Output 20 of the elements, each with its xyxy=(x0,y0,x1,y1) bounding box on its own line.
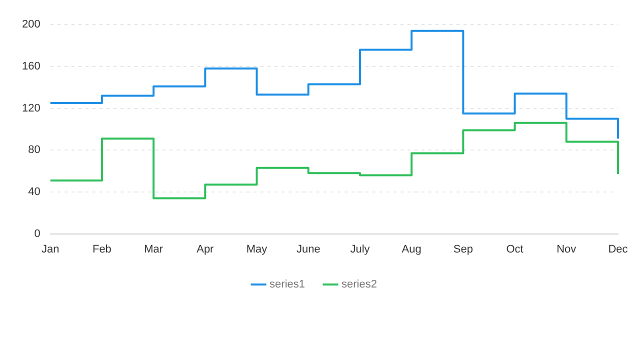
x-tick-label: Oct xyxy=(506,243,524,256)
y-tick-label: 200 xyxy=(22,18,40,31)
y-tick-label: 40 xyxy=(28,186,40,198)
x-tick-label: June xyxy=(296,243,320,256)
x-tick-label: July xyxy=(350,243,370,256)
x-tick-label: Jan xyxy=(41,243,60,256)
y-tick-label: 160 xyxy=(22,60,40,72)
x-tick-label: May xyxy=(246,243,268,256)
x-tick-label: Nov xyxy=(556,243,577,256)
x-tick-label: Apr xyxy=(196,243,214,256)
x-tick-label: Mar xyxy=(144,243,164,256)
x-tick-label: Feb xyxy=(92,243,112,256)
x-tick-label: Aug xyxy=(402,243,422,256)
y-tick-label: 0 xyxy=(34,228,40,240)
y-tick-label: 120 xyxy=(22,102,40,114)
y-tick-label: 80 xyxy=(28,144,40,156)
legend-label: series1 xyxy=(270,278,306,291)
x-tick-label: Dec xyxy=(608,243,628,256)
x-tick-label: Sep xyxy=(453,243,473,256)
legend-label: series2 xyxy=(342,278,377,291)
